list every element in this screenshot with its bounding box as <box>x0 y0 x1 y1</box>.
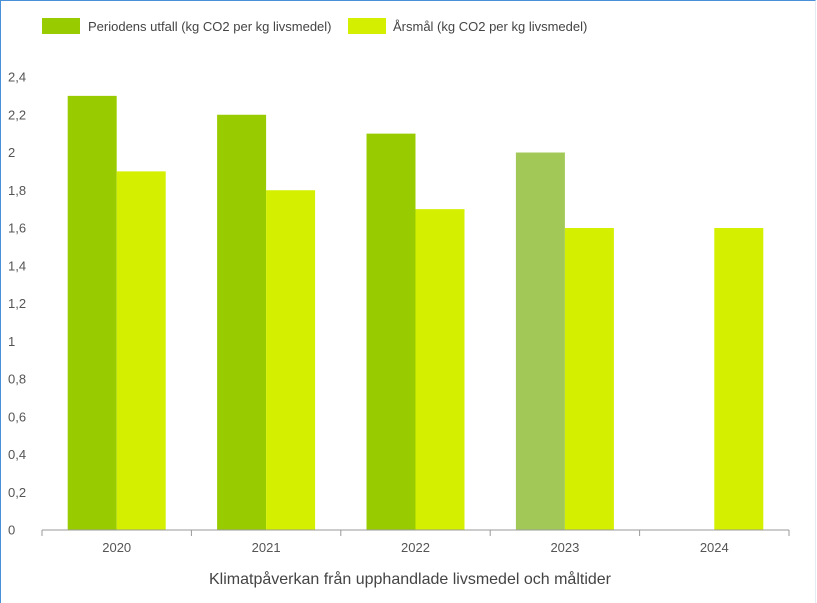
x-tick-label: 2022 <box>401 540 430 555</box>
legend-label-arsmal[interactable]: Årsmål (kg CO2 per kg livsmedel) <box>393 19 587 34</box>
y-tick-label: 0,8 <box>8 372 26 387</box>
x-axis-title: Klimatpåverkan från upphandlade livsmede… <box>209 570 612 588</box>
y-tick-label: 1,8 <box>8 183 26 198</box>
x-axis: 2020 2021 2022 2023 2024 <box>41 530 790 555</box>
x-tick-label: 2020 <box>102 540 131 555</box>
x-tick-label: 2023 <box>550 540 579 555</box>
bar-utfall-2021[interactable] <box>217 114 267 530</box>
y-tick-label: 0,4 <box>8 447 26 462</box>
y-axis: 0 0,2 0,4 0,6 0,8 1 1,2 1,4 1,6 1,8 2 2,2 2,4 <box>8 70 26 538</box>
bar-utfall-2020[interactable] <box>67 95 117 530</box>
y-tick-label: 0 <box>8 523 15 538</box>
bar-arsmal-2020[interactable] <box>116 171 166 530</box>
legend-label-periodens-utfall[interactable]: Periodens utfall (kg CO2 per kg livsmede… <box>88 19 332 34</box>
x-tick-label: 2021 <box>252 540 281 555</box>
y-tick-label: 1,6 <box>8 221 26 236</box>
legend-swatch-arsmal[interactable] <box>348 18 386 34</box>
bar-arsmal-2024[interactable] <box>714 228 764 530</box>
y-tick-label: 1 <box>8 334 15 349</box>
bar-arsmal-2022[interactable] <box>415 209 465 530</box>
y-tick-label: 2,2 <box>8 107 26 122</box>
y-tick-label: 1,2 <box>8 296 26 311</box>
y-tick-label: 0,6 <box>8 409 26 424</box>
bar-arsmal-2021[interactable] <box>266 190 316 530</box>
bar-utfall-2023[interactable] <box>515 152 565 531</box>
y-tick-label: 1,4 <box>8 258 26 273</box>
bar-arsmal-2023[interactable] <box>564 228 614 530</box>
y-tick-label: 2,4 <box>8 70 26 85</box>
x-tick-label: 2024 <box>700 540 729 555</box>
y-tick-label: 0,2 <box>8 485 26 500</box>
legend: Periodens utfall (kg CO2 per kg livsmede… <box>42 18 587 34</box>
y-tick-label: 2 <box>8 145 15 160</box>
bar-utfall-2022[interactable] <box>366 133 416 530</box>
legend-swatch-periodens-utfall[interactable] <box>42 18 80 34</box>
bars <box>67 95 764 531</box>
